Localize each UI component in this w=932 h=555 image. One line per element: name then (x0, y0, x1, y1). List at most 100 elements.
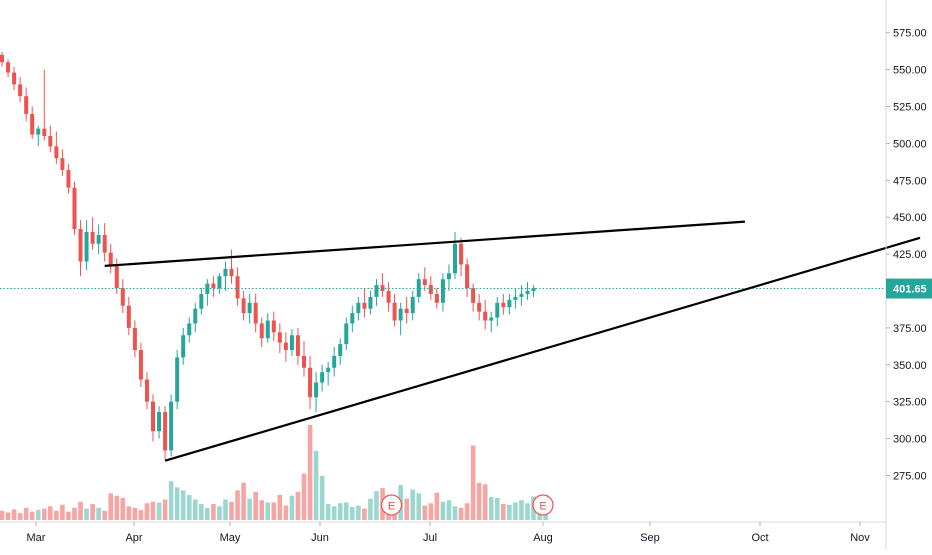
candle-body (181, 335, 186, 358)
x-tick-label: May (220, 532, 241, 544)
candle-body (36, 128, 41, 135)
candle-body (0, 54, 4, 63)
volume-bar (259, 500, 265, 520)
candle-body (30, 113, 35, 135)
candle-body (326, 367, 331, 373)
volume-bar (247, 498, 252, 520)
candle-body (18, 84, 23, 97)
candle-body (211, 283, 216, 289)
candle-body (404, 308, 409, 314)
volume-bar (211, 504, 216, 520)
candle-body (507, 299, 512, 308)
volume-bar (277, 494, 283, 520)
volume-layer (0, 425, 548, 520)
volume-bar (422, 505, 428, 520)
volume-bar (72, 507, 77, 520)
candle-body (308, 367, 313, 398)
candle-body (314, 382, 319, 398)
candle-body (283, 342, 288, 351)
x-tick-label: Nov (850, 532, 870, 544)
volume-bar (41, 508, 47, 520)
volume-bar (35, 510, 41, 520)
volume-bar (325, 504, 331, 520)
candle-body (12, 72, 17, 85)
candle-body (440, 279, 445, 303)
candle-body (187, 323, 192, 336)
volume-bar (368, 498, 373, 520)
candle-body (471, 288, 476, 303)
earnings-marker[interactable]: E (380, 494, 403, 516)
volume-bar (404, 498, 409, 520)
candle-body (271, 320, 276, 333)
volume-bar (174, 487, 180, 520)
volume-bar (5, 512, 11, 520)
volume-bar (295, 491, 301, 520)
x-tick-label: Sep (640, 532, 660, 544)
volume-bar (434, 492, 440, 520)
volume-bar (66, 511, 71, 520)
volume-bar (90, 504, 95, 520)
volume-bar (331, 506, 337, 520)
candle-body (368, 296, 373, 309)
volume-bar (223, 499, 228, 520)
candle-body (416, 279, 421, 297)
candle-body (259, 323, 264, 339)
candle-body (446, 273, 451, 280)
candle-body (519, 293, 524, 297)
volume-bar (138, 510, 144, 520)
volume-bar (452, 506, 458, 520)
candle-body (114, 265, 119, 289)
candle-body (344, 323, 349, 345)
candle-body (338, 344, 343, 356)
candle-body (513, 296, 518, 300)
volume-bar (132, 507, 138, 520)
candle-body (247, 302, 252, 314)
candle-body (72, 187, 77, 230)
candle-body (428, 285, 433, 294)
volume-bar (470, 445, 476, 520)
y-tick-label: 575.00 (893, 28, 927, 40)
volume-bar (199, 504, 204, 520)
candle-body (265, 320, 270, 339)
candle-body (132, 327, 137, 351)
earnings-marker[interactable]: E (532, 494, 554, 516)
candle-body (193, 308, 198, 324)
candle-body (235, 276, 240, 299)
candle-body (320, 372, 325, 383)
candle-body (477, 302, 482, 312)
volume-bar (168, 481, 174, 520)
y-tick-label: 325.00 (893, 397, 927, 409)
y-tick-label: 550.00 (893, 65, 927, 77)
volume-bar (180, 490, 186, 520)
candle-body (350, 313, 355, 324)
volume-bar (337, 503, 343, 520)
volume-bar (440, 501, 446, 520)
y-tick-label: 375.00 (893, 323, 927, 335)
current-price-label: 401.65 (893, 284, 927, 296)
x-tick-label: Apr (125, 532, 142, 544)
volume-bar (350, 507, 355, 520)
candle-body (501, 302, 506, 308)
volume-bar (84, 508, 89, 520)
candle-body (465, 264, 470, 289)
volume-bar (78, 501, 83, 520)
volume-bar (289, 495, 295, 520)
volume-bar (150, 501, 156, 520)
volume-bar (186, 494, 192, 520)
candle-body (489, 317, 494, 321)
candle-body (410, 296, 415, 314)
earnings-marker-circle (532, 494, 554, 516)
volume-bar (17, 513, 23, 520)
volume-bar (0, 510, 5, 520)
candle-body (96, 234, 101, 244)
volume-bar (507, 504, 512, 520)
candle-body (6, 62, 11, 73)
volume-bar (235, 490, 240, 520)
candle-body (434, 293, 439, 303)
candle-body (362, 302, 367, 309)
y-tick-label: 500.00 (893, 138, 927, 150)
